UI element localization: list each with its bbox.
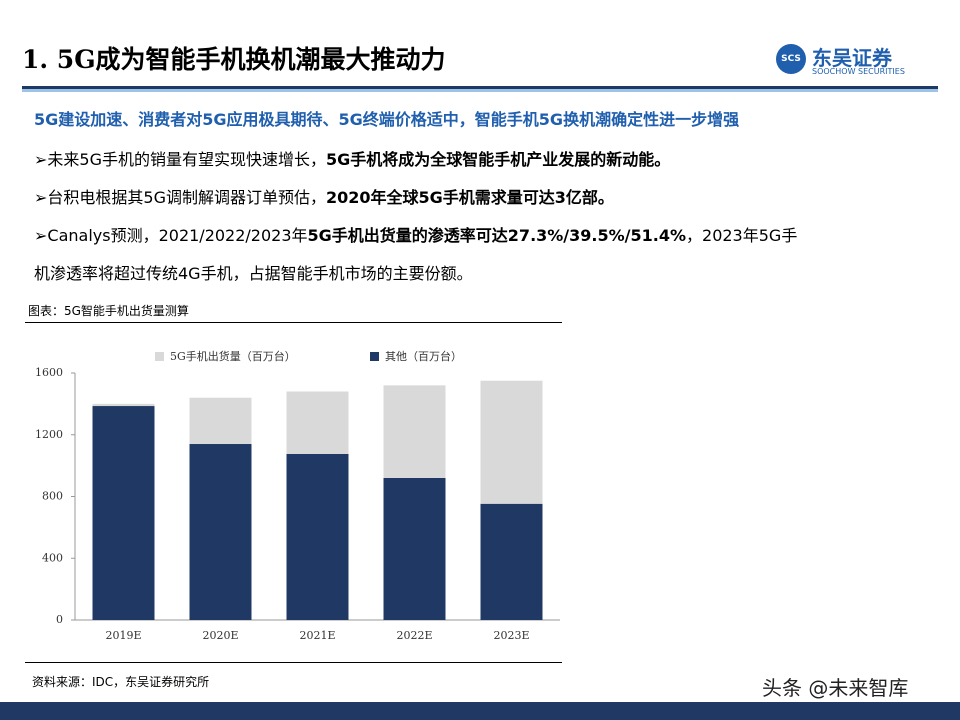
legend-swatch — [155, 352, 164, 361]
logo-en: SOOCHOW SECURITIES — [812, 67, 905, 76]
bar-segment — [480, 380, 543, 504]
source: 资料来源：IDC，东吴证券研究所 — [32, 675, 210, 689]
text: ➢未来5G手机的销量有望实现快速增长， — [34, 150, 326, 169]
bar-segment — [92, 406, 155, 620]
watermark: 头条 @未来智库 — [762, 676, 909, 700]
bar-segment — [189, 397, 252, 445]
text: ，2023年5G手 — [686, 226, 798, 245]
legend-label: 5G手机出货量（百万台） — [170, 349, 296, 363]
text: ➢台积电根据其5G调制解调器订单预估， — [34, 188, 326, 207]
bullet: ➢Canalys预测，2021/2022/2023年5G手机出货量的渗透率可达2… — [34, 222, 797, 246]
text: 2020年全球5G手机需求量可达3亿部。 — [326, 188, 614, 207]
x-tick-label: 2021E — [299, 629, 335, 642]
text: 5G手机将成为全球智能手机产业发展的新动能。 — [326, 150, 671, 169]
x-tick-label: 2020E — [202, 629, 238, 642]
x-tick-label: 2023E — [493, 629, 529, 642]
bar-segment — [286, 453, 349, 620]
y-tick-label: 800 — [42, 490, 63, 503]
headline: 5G建设加速、消费者对5G应用极具期待、5G终端价格适中，智能手机5G换机潮确定… — [34, 110, 740, 129]
bar-segment — [480, 503, 543, 620]
y-tick-label: 0 — [56, 613, 63, 626]
x-tick-label: 2022E — [396, 629, 432, 642]
y-tick-label: 1600 — [35, 366, 63, 379]
logo-name: 东吴证券 — [812, 46, 892, 70]
bullet: ➢未来5G手机的销量有望实现快速增长，5G手机将成为全球智能手机产业发展的新动能… — [34, 146, 670, 170]
x-tick-label: 2019E — [105, 629, 141, 642]
bar-segment — [92, 403, 155, 407]
bar-segment — [286, 391, 349, 454]
legend-swatch — [370, 352, 379, 361]
bar-segment — [189, 444, 252, 620]
chart-caption: 图表：5G智能手机出货量测算 — [28, 304, 189, 318]
footer-bar — [0, 702, 960, 720]
y-tick-label: 400 — [42, 551, 63, 564]
bullet-cont: 机渗透率将超过传统4G手机，占据智能手机市场的主要份额。 — [34, 264, 473, 283]
text: ➢Canalys预测，2021/2022/2023年 — [34, 226, 308, 245]
legend-label: 其他（百万台） — [385, 349, 462, 363]
title-rule-light — [22, 89, 938, 92]
slide-title: 1. 5G成为智能手机换机潮最大推动力 — [22, 45, 446, 74]
rule — [25, 322, 562, 323]
bullet: ➢台积电根据其5G调制解调器订单预估，2020年全球5G手机需求量可达3亿部。 — [34, 184, 614, 208]
title-rule — [22, 86, 938, 89]
logo-mark: SCS — [776, 44, 806, 74]
bar-segment — [383, 477, 446, 620]
y-tick-label: 1200 — [35, 428, 63, 441]
text: 5G手机出货量的渗透率可达27.3%/39.5%/51.4% — [307, 226, 687, 245]
rule — [25, 662, 562, 663]
bar-segment — [383, 385, 446, 478]
